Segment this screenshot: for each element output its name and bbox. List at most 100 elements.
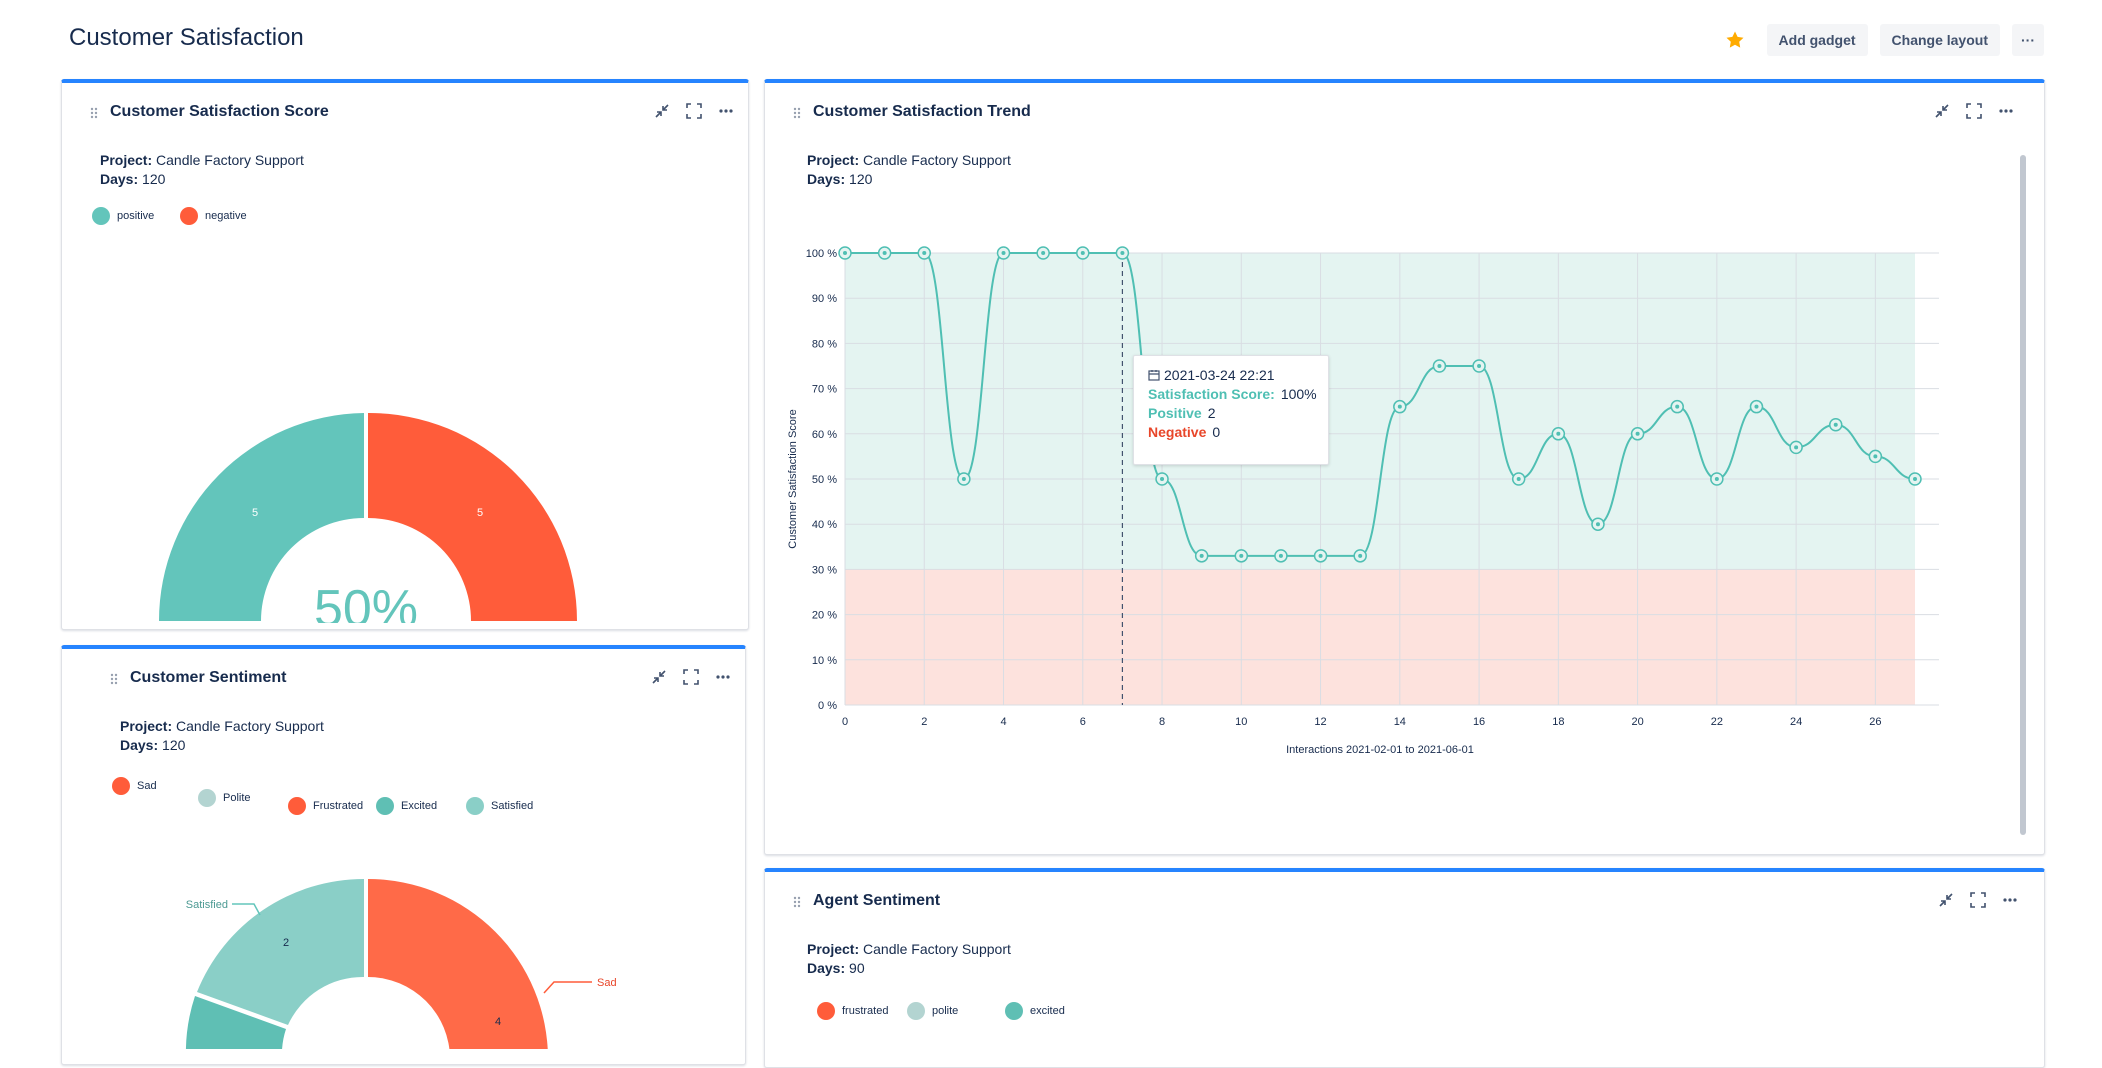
tooltip-score-label: Satisfaction Score: bbox=[1148, 386, 1275, 402]
chart-legend: frustrated polite excited bbox=[817, 1002, 1217, 1026]
y-tick-label: 20 % bbox=[812, 610, 837, 622]
y-tick-label: 80 % bbox=[812, 338, 837, 350]
star-icon[interactable] bbox=[1725, 30, 1745, 50]
y-tick-label: 40 % bbox=[812, 519, 837, 531]
more-icon[interactable] bbox=[2002, 892, 2018, 908]
satisfaction-gauge-chart: 5 5 50% bbox=[159, 412, 577, 623]
more-icon[interactable] bbox=[1998, 103, 2014, 119]
gadget-meta: Project: Candle Factory Support Days: 12… bbox=[100, 151, 304, 189]
legend-item-satisfied[interactable]: Satisfied bbox=[466, 797, 533, 815]
slice-value-sad: 4 bbox=[495, 1016, 501, 1028]
legend-item-frustrated[interactable]: Frustrated bbox=[288, 797, 363, 815]
x-tick-label: 16 bbox=[1473, 716, 1485, 728]
x-tick-label: 18 bbox=[1552, 716, 1564, 728]
gadget-meta: Project: Candle Factory Support Days: 90 bbox=[807, 940, 1011, 978]
change-layout-button[interactable]: Change layout bbox=[1879, 24, 2000, 56]
gadget-title: Customer Sentiment bbox=[130, 669, 287, 686]
project-label: Project: bbox=[807, 152, 860, 168]
sentiment-slice-satisfied[interactable] bbox=[197, 879, 364, 1025]
legend-item-sad[interactable]: Sad bbox=[112, 777, 157, 795]
minimize-icon[interactable] bbox=[1938, 892, 1954, 908]
drag-handle-icon[interactable] bbox=[793, 896, 801, 908]
data-point-center bbox=[1714, 477, 1719, 481]
callout-sad: Sad bbox=[597, 977, 617, 989]
scrollbar[interactable] bbox=[2020, 155, 2026, 835]
x-tick-label: 12 bbox=[1314, 716, 1326, 728]
data-point-center bbox=[961, 477, 966, 481]
data-point-center bbox=[1120, 251, 1125, 255]
data-point-center bbox=[922, 251, 927, 255]
days-value: 120 bbox=[142, 171, 166, 187]
legend-item-excited[interactable]: excited bbox=[1005, 1002, 1065, 1020]
tooltip-negative-label: Negative bbox=[1148, 424, 1207, 440]
data-point-center bbox=[1199, 553, 1204, 558]
y-axis-label: Customer Satisfaction Score bbox=[787, 409, 799, 548]
sentiment-slice-sad[interactable] bbox=[368, 879, 548, 1049]
chart-tooltip: 2021-03-24 22:21 Satisfaction Score: 100%… bbox=[1133, 355, 1329, 465]
page-toolbar: Add gadget Change layout ··· bbox=[1725, 24, 2044, 56]
data-point-center bbox=[1160, 477, 1165, 481]
legend-item-polite[interactable]: Polite bbox=[198, 789, 251, 807]
y-tick-label: 90 % bbox=[812, 293, 837, 305]
drag-handle-icon[interactable] bbox=[90, 107, 98, 119]
data-point-center bbox=[1001, 251, 1006, 255]
callout-line-satisfied bbox=[232, 903, 261, 916]
x-tick-label: 24 bbox=[1790, 716, 1802, 728]
tooltip-positive: 2 bbox=[1207, 405, 1216, 421]
positive-zone-band bbox=[845, 253, 1915, 570]
add-gadget-button[interactable]: Add gadget bbox=[1766, 24, 1868, 56]
gauge-slice-negative[interactable] bbox=[368, 412, 577, 621]
data-point-center bbox=[1794, 445, 1799, 450]
legend-item-frustrated[interactable]: frustrated bbox=[817, 1002, 888, 1020]
legend-item-polite[interactable]: polite bbox=[907, 1002, 958, 1020]
x-tick-label: 0 bbox=[842, 716, 848, 728]
y-tick-label: 60 % bbox=[812, 429, 837, 441]
days-label: Days: bbox=[807, 171, 846, 187]
x-axis-label: Interactions 2021-02-01 to 2021-06-01 bbox=[1286, 744, 1474, 756]
gauge-center-percent: 50% bbox=[314, 580, 418, 623]
minimize-icon[interactable] bbox=[651, 669, 667, 685]
fullscreen-icon[interactable] bbox=[1970, 892, 1986, 908]
days-label: Days: bbox=[807, 960, 846, 976]
x-tick-label: 14 bbox=[1394, 716, 1406, 728]
project-value: Candle Factory Support bbox=[176, 718, 324, 734]
fullscreen-icon[interactable] bbox=[686, 103, 702, 119]
gadget-customer-sentiment: Customer Sentiment Project: Candle Facto… bbox=[61, 645, 746, 1065]
chart-legend: positive negative bbox=[92, 207, 392, 231]
more-icon[interactable] bbox=[718, 103, 734, 119]
minimize-icon[interactable] bbox=[654, 103, 670, 119]
more-icon[interactable] bbox=[715, 669, 731, 685]
calendar-icon bbox=[1148, 370, 1160, 381]
data-point-center bbox=[1516, 477, 1521, 481]
data-point-center bbox=[1595, 522, 1600, 527]
fullscreen-icon[interactable] bbox=[1966, 103, 1982, 119]
chart-legend: Sad Polite Frustrated Excited Satisfied bbox=[112, 777, 612, 827]
gauge-slice-positive[interactable] bbox=[159, 413, 364, 621]
fullscreen-icon[interactable] bbox=[683, 669, 699, 685]
data-point-center bbox=[1833, 422, 1838, 427]
more-actions-button[interactable]: ··· bbox=[2012, 24, 2044, 56]
drag-handle-icon[interactable] bbox=[110, 673, 118, 685]
gadget-meta: Project: Candle Factory Support Days: 12… bbox=[807, 151, 1011, 189]
y-tick-label: 70 % bbox=[812, 384, 837, 396]
data-point-center bbox=[1278, 553, 1283, 558]
y-tick-label: 0 % bbox=[818, 700, 837, 712]
tooltip-negative: 0 bbox=[1212, 424, 1221, 440]
x-tick-label: 8 bbox=[1159, 716, 1165, 728]
data-point-center bbox=[1239, 553, 1244, 558]
x-tick-label: 26 bbox=[1869, 716, 1881, 728]
legend-item-negative[interactable]: negative bbox=[180, 207, 247, 225]
x-tick-label: 2 bbox=[921, 716, 927, 728]
legend-item-positive[interactable]: positive bbox=[92, 207, 154, 225]
drag-handle-icon[interactable] bbox=[793, 107, 801, 119]
data-point-center bbox=[1913, 477, 1917, 481]
y-tick-label: 100 % bbox=[806, 248, 837, 260]
project-label: Project: bbox=[807, 941, 860, 957]
minimize-icon[interactable] bbox=[1934, 103, 1950, 119]
legend-item-excited[interactable]: Excited bbox=[376, 797, 437, 815]
gadget-satisfaction-score: Customer Satisfaction Score Project: Can… bbox=[61, 79, 749, 630]
tooltip-date: 2021-03-24 22:21 bbox=[1164, 367, 1275, 383]
project-value: Candle Factory Support bbox=[156, 152, 304, 168]
callout-line-sad bbox=[543, 981, 592, 994]
data-point-center bbox=[882, 251, 887, 255]
